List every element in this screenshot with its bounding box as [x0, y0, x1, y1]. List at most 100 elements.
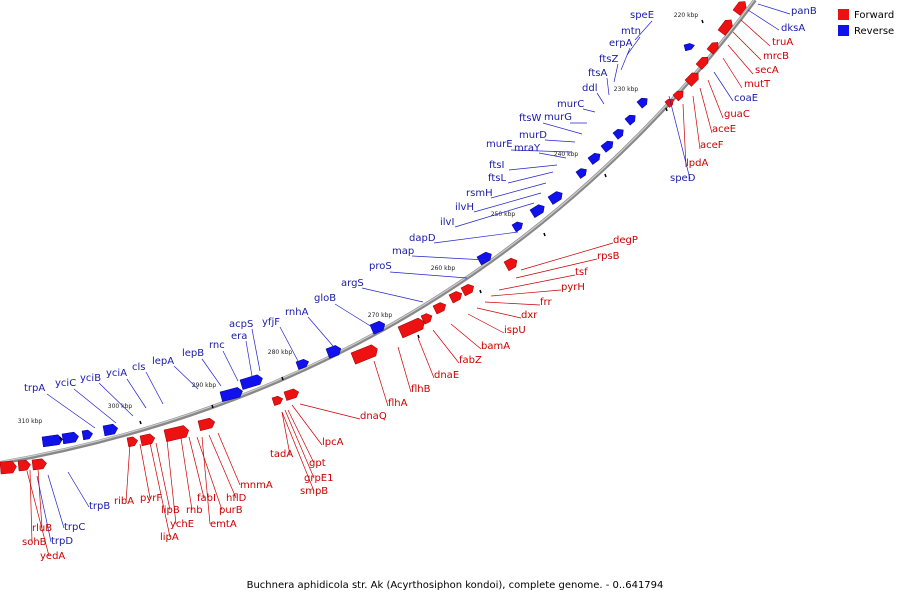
gene-label-ftsz[interactable]: ftsZ	[599, 54, 618, 65]
forward-feature-glyph[interactable]	[350, 343, 380, 365]
gene-label-ftsi[interactable]: ftsI	[489, 160, 504, 171]
gene-label-flhb[interactable]: flhB	[411, 384, 431, 395]
reverse-feature-glyph[interactable]	[529, 203, 547, 218]
gene-label-yfjf[interactable]: yfjF	[262, 317, 280, 328]
gene-label-rnb[interactable]: rnb	[186, 505, 203, 516]
gene-label-pyrf[interactable]: pyrF	[140, 493, 162, 504]
forward-feature-glyph[interactable]	[732, 0, 749, 16]
gene-label-gpt[interactable]: gpt	[309, 458, 326, 469]
forward-feature-glyph[interactable]	[717, 17, 735, 36]
reverse-feature-glyph[interactable]	[547, 189, 565, 205]
gene-label-hfld[interactable]: hflD	[226, 493, 247, 504]
reverse-feature-glyph[interactable]	[295, 358, 310, 370]
gene-label-acef[interactable]: aceF	[700, 140, 724, 151]
gene-label-ilvh[interactable]: ilvH	[455, 202, 474, 213]
forward-feature-glyph[interactable]	[460, 282, 476, 297]
gene-label-mray[interactable]: mraY	[514, 143, 541, 154]
gene-label-grpe1[interactable]: grpE1	[304, 473, 334, 484]
gene-label-mrcb[interactable]: mrcB	[763, 51, 789, 62]
forward-feature-glyph[interactable]	[271, 395, 284, 406]
gene-label-rsmh[interactable]: rsmH	[466, 188, 493, 199]
gene-label-ftsw[interactable]: ftsW	[519, 113, 541, 124]
gene-label-trpb[interactable]: trpB	[89, 501, 110, 512]
gene-label-map[interactable]: map	[392, 246, 414, 257]
gene-label-ddl[interactable]: ddl	[582, 83, 597, 94]
gene-label-coae[interactable]: coaE	[734, 93, 758, 104]
gene-label-lpda[interactable]: lpdA	[686, 158, 708, 169]
gene-label-emta[interactable]: emtA	[210, 519, 237, 530]
gene-label-cls[interactable]: cls	[132, 362, 146, 373]
reverse-feature-glyph[interactable]	[683, 42, 695, 52]
gene-label-rnc[interactable]: rnc	[209, 340, 225, 351]
forward-feature-glyph[interactable]	[503, 256, 519, 272]
forward-feature-glyph[interactable]	[684, 70, 701, 87]
reverse-feature-glyph[interactable]	[587, 151, 602, 165]
forward-feature-glyph[interactable]	[706, 40, 721, 55]
gene-label-trpa[interactable]: trpA	[24, 383, 45, 394]
gene-label-mutt[interactable]: mutT	[744, 79, 771, 90]
reverse-feature-glyph[interactable]	[41, 434, 63, 448]
reverse-feature-glyph[interactable]	[102, 423, 119, 437]
gene-label-mnma[interactable]: mnmA	[240, 480, 273, 491]
gene-label-sohb[interactable]: sohB	[22, 537, 47, 548]
gene-label-rpsb[interactable]: rpsB	[597, 251, 620, 262]
forward-feature-glyph[interactable]	[672, 88, 686, 102]
gene-label-glob[interactable]: gloB	[314, 293, 336, 304]
gene-label-dxr[interactable]: dxr	[521, 310, 538, 321]
forward-feature-glyph[interactable]	[126, 436, 139, 448]
gene-label-ispu[interactable]: ispU	[504, 325, 526, 336]
gene-label-dapd[interactable]: dapD	[409, 233, 436, 244]
gene-label-ycic[interactable]: yciC	[55, 378, 76, 389]
forward-feature-glyph[interactable]	[283, 388, 300, 401]
gene-label-ftsa[interactable]: ftsA	[588, 68, 607, 79]
gene-label-lpca[interactable]: lpcA	[322, 437, 344, 448]
gene-label-era[interactable]: era	[231, 331, 247, 342]
gene-label-murc[interactable]: murC	[557, 99, 584, 110]
gene-label-frr[interactable]: frr	[540, 297, 552, 308]
reverse-feature-glyph[interactable]	[325, 344, 343, 359]
reverse-feature-glyph[interactable]	[219, 386, 244, 402]
gene-label-trua[interactable]: truA	[772, 37, 793, 48]
forward-feature-glyph[interactable]	[432, 301, 448, 315]
reverse-feature-glyph[interactable]	[369, 320, 387, 335]
gene-label-degp[interactable]: degP	[613, 235, 638, 246]
forward-feature-glyph[interactable]	[0, 460, 17, 475]
gene-label-bama[interactable]: bamA	[481, 341, 510, 352]
gene-label-erpa[interactable]: erpA	[609, 38, 633, 49]
gene-label-lipb[interactable]: lipB	[161, 505, 180, 516]
gene-label-fabi[interactable]: fabI	[197, 493, 216, 504]
gene-label-flha[interactable]: flhA	[388, 398, 408, 409]
gene-label-purb[interactable]: purB	[219, 505, 243, 516]
gene-label-ycib[interactable]: yciB	[80, 373, 101, 384]
gene-label-lepa[interactable]: lepA	[152, 356, 174, 367]
gene-label-spee[interactable]: speE	[630, 10, 654, 21]
gene-label-lepb[interactable]: lepB	[182, 348, 204, 359]
forward-feature-glyph[interactable]	[197, 417, 216, 432]
gene-label-trpc[interactable]: trpC	[64, 522, 85, 533]
gene-label-mtn[interactable]: mtn	[621, 26, 641, 37]
gene-label-murg[interactable]: murG	[544, 112, 572, 123]
reverse-feature-glyph[interactable]	[600, 139, 615, 153]
reverse-feature-glyph[interactable]	[61, 431, 79, 445]
gene-label-yche[interactable]: ychE	[170, 519, 194, 530]
forward-feature-glyph[interactable]	[163, 425, 190, 442]
reverse-feature-glyph[interactable]	[636, 96, 650, 109]
forward-feature-glyph[interactable]	[397, 316, 427, 339]
gene-label-smpb[interactable]: smpB	[300, 486, 328, 497]
forward-feature-glyph[interactable]	[448, 290, 464, 304]
gene-label-acee[interactable]: aceE	[712, 124, 736, 135]
reverse-feature-glyph[interactable]	[624, 113, 638, 126]
gene-label-dksa[interactable]: dksA	[781, 23, 805, 34]
forward-feature-glyph[interactable]	[695, 54, 711, 70]
reverse-feature-glyph[interactable]	[239, 374, 264, 390]
reverse-feature-glyph[interactable]	[81, 429, 93, 441]
reverse-feature-glyph[interactable]	[612, 127, 626, 140]
gene-label-panb[interactable]: panB	[791, 6, 817, 17]
gene-label-lipa[interactable]: lipA	[160, 532, 179, 543]
forward-feature-glyph[interactable]	[17, 459, 31, 472]
gene-label-murd[interactable]: murD	[519, 130, 547, 141]
forward-feature-glyph[interactable]	[31, 458, 47, 471]
gene-label-mure[interactable]: murE	[486, 139, 513, 150]
reverse-feature-glyph[interactable]	[511, 220, 525, 233]
gene-label-dnaq[interactable]: dnaQ	[360, 411, 387, 422]
